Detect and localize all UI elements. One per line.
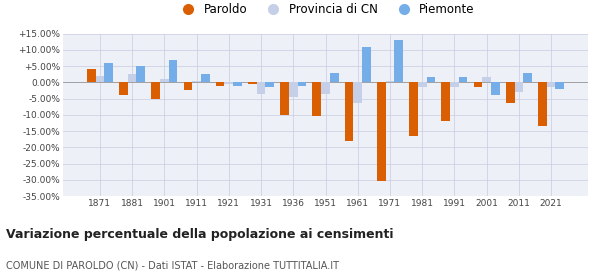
Bar bbox=[233, 82, 242, 86]
Bar bbox=[104, 63, 113, 82]
Text: Variazione percentuale della popolazione ai censimenti: Variazione percentuale della popolazione… bbox=[6, 228, 394, 241]
Bar bbox=[87, 69, 95, 82]
Bar bbox=[248, 82, 257, 84]
Bar bbox=[450, 82, 459, 87]
Bar bbox=[523, 73, 532, 82]
Bar bbox=[330, 73, 338, 82]
Bar bbox=[353, 82, 362, 103]
Bar bbox=[298, 82, 307, 86]
Bar bbox=[394, 40, 403, 82]
Bar bbox=[515, 82, 523, 92]
Bar bbox=[442, 82, 450, 121]
Bar bbox=[95, 76, 104, 82]
Legend: Paroldo, Provincia di CN, Piemonte: Paroldo, Provincia di CN, Piemonte bbox=[172, 0, 479, 21]
Bar bbox=[257, 82, 265, 94]
Bar bbox=[160, 79, 169, 82]
Bar bbox=[377, 82, 386, 181]
Bar bbox=[128, 74, 136, 82]
Bar bbox=[151, 82, 160, 99]
Bar bbox=[409, 82, 418, 136]
Bar bbox=[313, 82, 321, 116]
Bar bbox=[224, 82, 233, 84]
Bar bbox=[192, 81, 201, 82]
Bar bbox=[427, 78, 435, 82]
Bar bbox=[280, 82, 289, 115]
Text: COMUNE DI PAROLDO (CN) - Dati ISTAT - Elaborazione TUTTITALIA.IT: COMUNE DI PAROLDO (CN) - Dati ISTAT - El… bbox=[6, 260, 339, 270]
Bar bbox=[473, 82, 482, 87]
Bar bbox=[201, 74, 209, 82]
Bar bbox=[119, 82, 128, 95]
Bar bbox=[386, 81, 394, 82]
Bar bbox=[491, 82, 500, 95]
Bar bbox=[265, 82, 274, 87]
Bar bbox=[459, 78, 467, 82]
Bar bbox=[418, 82, 427, 87]
Bar bbox=[321, 82, 330, 94]
Bar bbox=[136, 66, 145, 82]
Bar bbox=[506, 82, 515, 103]
Bar bbox=[289, 82, 298, 97]
Bar bbox=[362, 46, 371, 82]
Bar bbox=[556, 82, 564, 89]
Bar bbox=[538, 82, 547, 126]
Bar bbox=[169, 60, 178, 82]
Bar bbox=[184, 82, 192, 90]
Bar bbox=[216, 82, 224, 86]
Bar bbox=[344, 82, 353, 141]
Bar bbox=[547, 82, 556, 87]
Bar bbox=[482, 78, 491, 82]
